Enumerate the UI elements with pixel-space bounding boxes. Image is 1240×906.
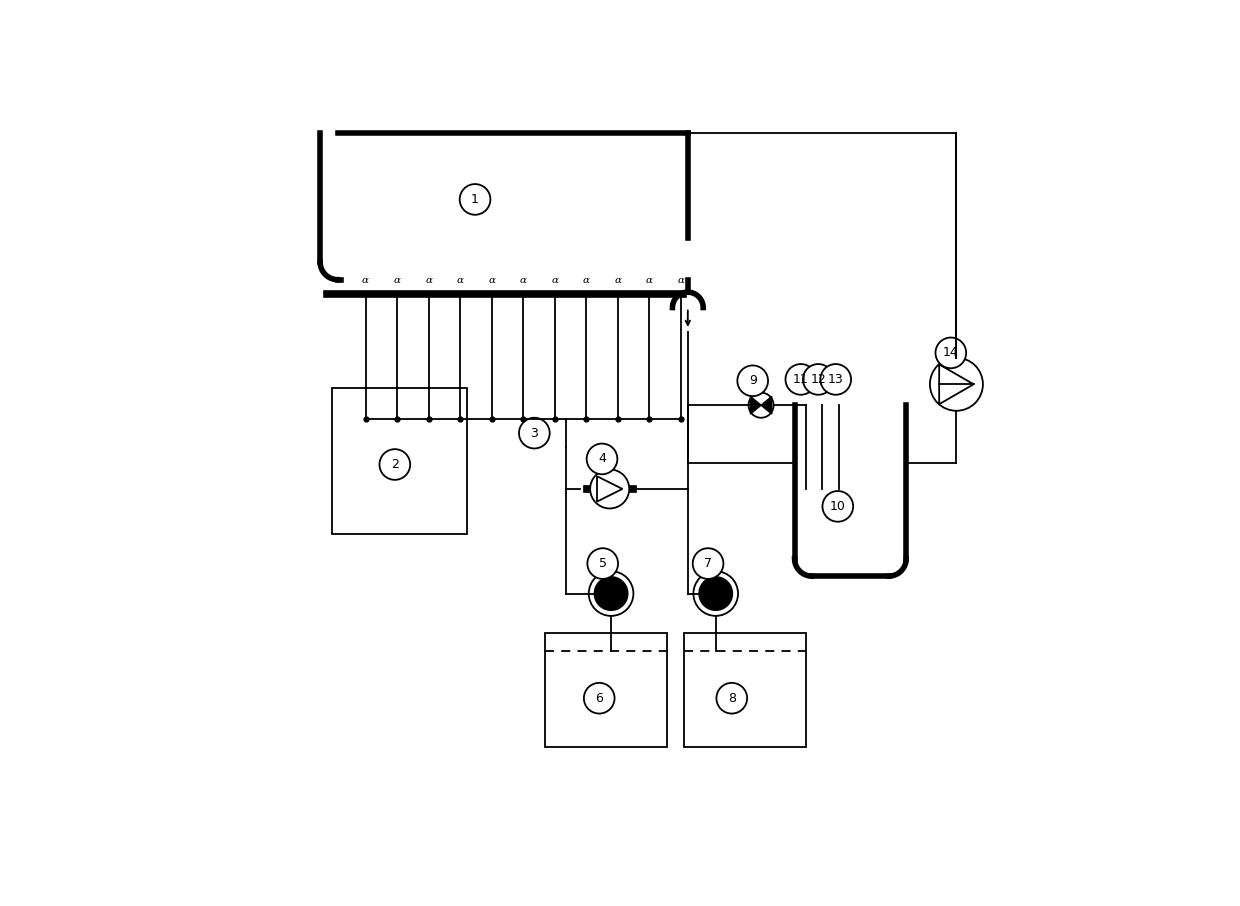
- Text: α: α: [646, 275, 652, 284]
- Text: α: α: [425, 275, 432, 284]
- Text: 1: 1: [471, 193, 479, 206]
- Circle shape: [821, 364, 851, 395]
- Text: α: α: [489, 275, 495, 284]
- Circle shape: [584, 683, 615, 714]
- Text: α: α: [393, 275, 401, 284]
- Text: 6: 6: [595, 691, 603, 705]
- Bar: [332, 388, 466, 535]
- Circle shape: [804, 364, 833, 395]
- Text: α: α: [614, 275, 621, 284]
- Text: 5: 5: [599, 557, 606, 570]
- Polygon shape: [596, 477, 622, 502]
- Polygon shape: [594, 577, 611, 611]
- Text: 4: 4: [598, 452, 606, 466]
- Circle shape: [588, 548, 618, 579]
- Circle shape: [379, 449, 410, 480]
- Text: α: α: [552, 275, 558, 284]
- Text: α: α: [677, 275, 684, 284]
- Text: 9: 9: [749, 374, 756, 387]
- Polygon shape: [715, 577, 733, 611]
- Circle shape: [785, 364, 816, 395]
- Circle shape: [460, 184, 490, 215]
- Text: 13: 13: [828, 373, 843, 386]
- Circle shape: [822, 491, 853, 522]
- Circle shape: [935, 338, 966, 368]
- Bar: [629, 486, 636, 493]
- Text: 8: 8: [728, 691, 735, 705]
- Polygon shape: [699, 577, 715, 611]
- Text: 11: 11: [792, 373, 808, 386]
- Circle shape: [589, 572, 634, 616]
- Circle shape: [520, 418, 549, 448]
- Text: 10: 10: [830, 500, 846, 513]
- Text: 14: 14: [942, 346, 959, 360]
- Bar: [684, 633, 806, 747]
- Text: α: α: [583, 275, 590, 284]
- Text: 7: 7: [704, 557, 712, 570]
- Text: α: α: [520, 275, 527, 284]
- Text: α: α: [456, 275, 464, 284]
- Circle shape: [717, 683, 748, 714]
- Circle shape: [930, 358, 983, 410]
- Circle shape: [587, 444, 618, 474]
- Circle shape: [738, 365, 768, 396]
- Bar: [544, 633, 667, 747]
- Circle shape: [590, 469, 629, 508]
- Polygon shape: [750, 397, 761, 414]
- Circle shape: [693, 572, 738, 616]
- Text: α: α: [362, 275, 370, 284]
- Text: 12: 12: [811, 373, 826, 386]
- Text: 3: 3: [531, 427, 538, 439]
- Bar: [583, 486, 590, 493]
- Text: 2: 2: [391, 458, 399, 471]
- Circle shape: [749, 392, 774, 418]
- Polygon shape: [611, 577, 627, 611]
- Polygon shape: [761, 397, 771, 414]
- Circle shape: [693, 548, 723, 579]
